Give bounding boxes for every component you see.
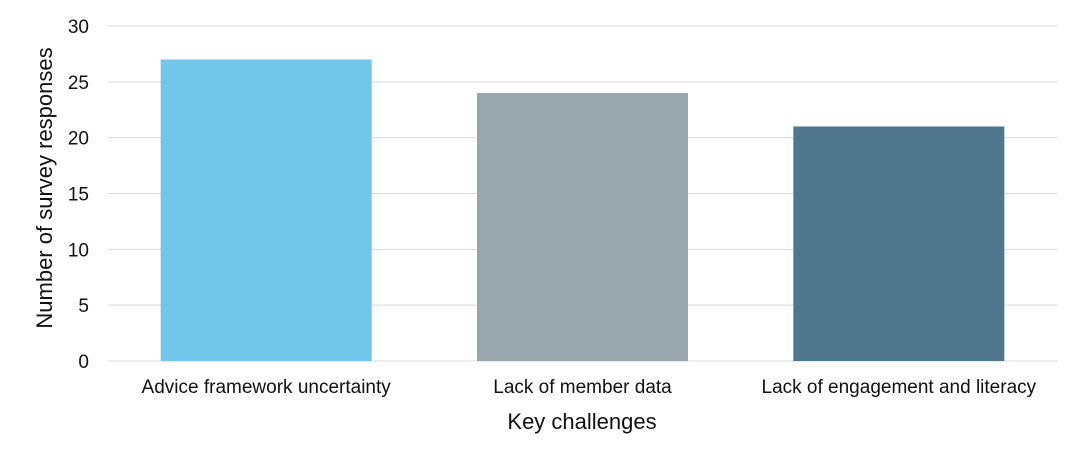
bars xyxy=(160,59,1005,361)
x-tick-label: Lack of member data xyxy=(493,377,672,398)
y-tick-label: 0 xyxy=(78,352,89,373)
y-axis-ticks: 0 5 10 15 20 25 30 xyxy=(68,17,89,373)
y-tick-label: 30 xyxy=(68,17,89,38)
bar xyxy=(160,59,372,361)
bar xyxy=(793,126,1005,361)
y-tick-label: 25 xyxy=(68,73,89,94)
y-tick-label: 10 xyxy=(68,240,89,261)
x-tick-label: Advice framework uncertainty xyxy=(142,377,392,398)
y-tick-label: 5 xyxy=(78,296,89,317)
x-axis-title: Key challenges xyxy=(507,409,656,434)
y-tick-label: 20 xyxy=(68,129,89,150)
bar xyxy=(477,93,688,361)
x-axis-ticks: Advice framework uncertainty Lack of memb… xyxy=(142,377,1037,398)
x-tick-label: Lack of engagement and literacy xyxy=(762,377,1037,398)
y-tick-label: 15 xyxy=(68,185,89,206)
y-axis-title: Number of survey responses xyxy=(32,47,57,328)
